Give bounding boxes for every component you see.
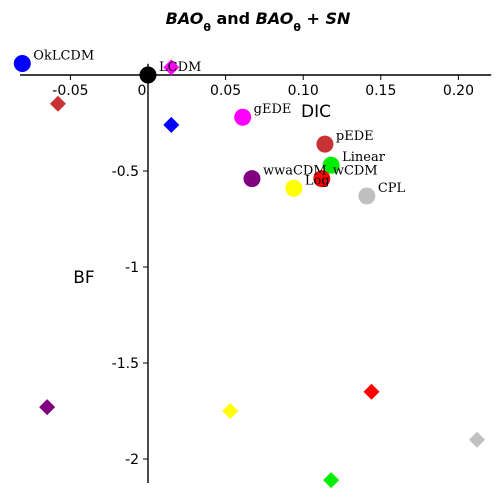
point-wcdm — [313, 170, 331, 188]
y-axis-label: BF — [73, 268, 94, 288]
chart-title: BAOθ and BAOθ + SN — [166, 9, 351, 34]
point-label-linear: Linear — [342, 150, 386, 165]
point-label-cpl: CPL — [378, 181, 406, 196]
point-lcdm — [139, 66, 157, 84]
data-marks — [13, 54, 486, 489]
x-tick-label: 0.15 — [365, 83, 396, 99]
point-diamond — [49, 95, 66, 112]
point-cpl — [358, 187, 376, 205]
point-linear — [322, 156, 340, 174]
title-part-1: BAO — [166, 9, 204, 28]
axis-ticks: -0.05 0 0.05 0.10 0.15 0.20 -0.5 -1 -1.5 -2 — [52, 75, 474, 468]
point-pede — [316, 135, 334, 153]
point-diamond — [163, 59, 180, 76]
point-diamond — [323, 472, 340, 489]
y-tick-label: -2 — [125, 452, 139, 468]
x-tick-label: 0 — [138, 83, 147, 99]
title-sub-1: θ — [203, 21, 211, 34]
point-diamond — [222, 403, 239, 419]
point-label-oklcdm: OkLCDM — [33, 48, 94, 63]
point-label-pede: pEDE — [336, 129, 374, 144]
point-diamond — [469, 431, 486, 448]
y-tick-label: -1 — [125, 260, 139, 276]
title-part-2: and — [211, 9, 256, 28]
point-diamond — [39, 399, 56, 416]
x-tick-label: 0.05 — [210, 83, 241, 99]
point-label-wwacdm: wwaCDM — [263, 164, 327, 179]
y-tick-label: -0.5 — [112, 164, 139, 180]
point-wwacdm — [243, 170, 261, 188]
point-label-wcdm: wCDM — [333, 164, 378, 179]
point-label-log: Log — [305, 173, 330, 188]
y-tick-label: -1.5 — [112, 356, 139, 372]
point-log — [285, 179, 303, 197]
x-tick-label: 0.10 — [288, 83, 319, 99]
title-part-4: + SN — [301, 9, 351, 28]
point-label-gede: gEDE — [254, 102, 292, 117]
title-sub-2: θ — [293, 21, 301, 34]
point-gede — [234, 108, 252, 126]
point-diamond — [163, 116, 180, 133]
axes — [20, 63, 492, 484]
point-diamond — [363, 383, 380, 400]
x-axis-label: DIC — [301, 102, 331, 122]
x-tick-label: 0.20 — [443, 83, 474, 99]
x-tick-label: -0.05 — [52, 83, 88, 99]
title-part-3: BAO — [256, 9, 294, 28]
point-oklcdm — [13, 54, 31, 72]
point-label-lcdm: LCDM — [159, 60, 201, 75]
